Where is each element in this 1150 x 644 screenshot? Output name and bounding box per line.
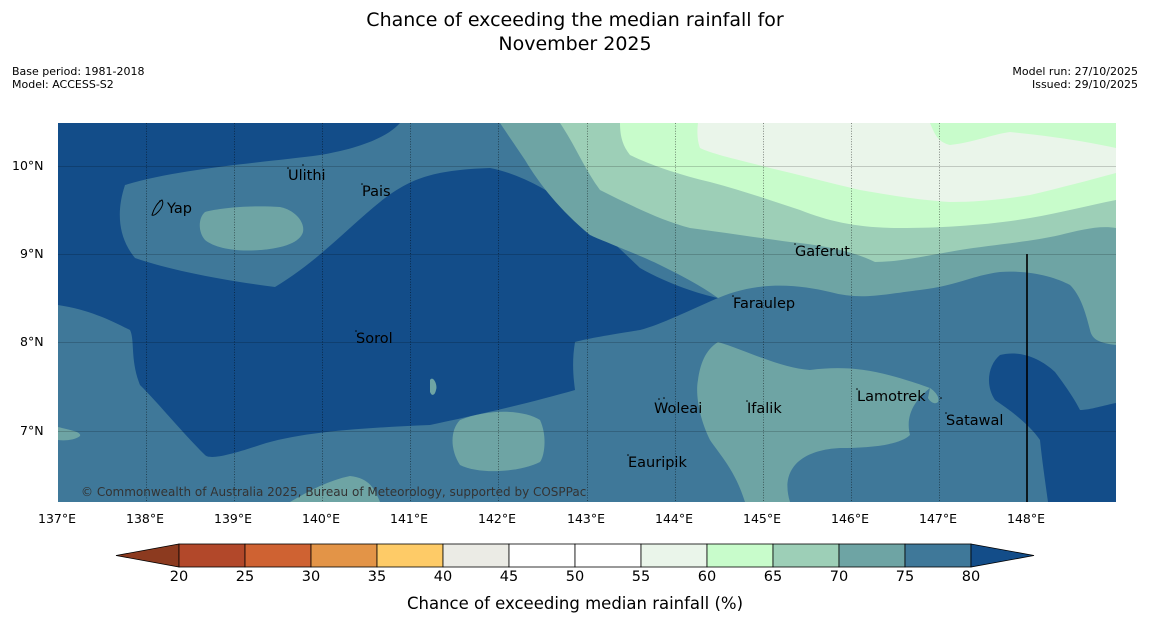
colorbar-swatch-25-30 [244, 543, 312, 568]
colorbar-swatch-70-75 [838, 543, 906, 568]
colorbar-swatch-45-50 [508, 543, 576, 568]
lon-label-145: 145°E [743, 511, 782, 526]
place-labels: Yap Ulithi Pais Gaferut Faraulep Sorol L… [159, 164, 1003, 471]
colorbar-swatch-50-55 [574, 543, 642, 568]
latitude-grid [58, 166, 1116, 432]
colorbar-tick-70: 70 [829, 569, 849, 585]
lon-label-147: 147°E [919, 511, 958, 526]
copyright-text: © Commonwealth of Australia 2025, Bureau… [81, 485, 586, 499]
colorbar-swatch-35-40 [376, 543, 444, 568]
lat-label-9: 9°N [20, 246, 44, 261]
longitude-grid [146, 123, 940, 502]
map-title-line-2: November 2025 [498, 33, 652, 55]
colorbar-swatch-55-60 [640, 543, 708, 568]
place-eauripik: Eauripik [628, 455, 687, 471]
colorbar-tick-35: 35 [367, 569, 387, 585]
colorbar-swatch-30-35 [310, 543, 378, 568]
band-80-west [58, 123, 718, 457]
band-70-75-central [697, 342, 930, 502]
band-70-75-yap [199, 206, 304, 251]
place-woleai: Woleai [654, 401, 702, 417]
colorbar-tick-50: 50 [565, 569, 585, 585]
colorbar-tick-75: 75 [895, 569, 915, 585]
band-80-east [988, 353, 1116, 502]
colorbar-title: Chance of exceeding median rainfall (%) [406, 594, 744, 613]
lat-label-7: 7°N [20, 423, 44, 438]
colorbar-low-extension [115, 543, 180, 568]
lon-label-146: 146°E [831, 511, 870, 526]
model-run-text: Model run: 27/10/2025 [1012, 65, 1138, 78]
band-55-60 [697, 123, 1116, 202]
band-70-75-south [452, 411, 545, 472]
colorbar-tick-65: 65 [763, 569, 783, 585]
band-70-75-small [430, 378, 437, 395]
place-lamotrek: Lamotrek [857, 389, 926, 405]
map-title-line-1: Chance of exceeding the median rainfall … [366, 9, 784, 31]
lon-label-144: 144°E [655, 511, 694, 526]
band-70-75-lamotrek [928, 388, 939, 404]
place-satawal: Satawal [946, 413, 1003, 429]
lon-label-148: 148°E [1007, 511, 1046, 526]
place-ifalik: Ifalik [747, 401, 782, 417]
colorbar-tick-40: 40 [433, 569, 453, 585]
colorbar-tick-45: 45 [499, 569, 519, 585]
lon-label-140: 140°E [302, 511, 341, 526]
colorbar-high-extension [970, 543, 1035, 568]
lat-label-10: 10°N [12, 158, 44, 173]
issued-text: Issued: 29/10/2025 [1031, 78, 1138, 91]
lon-label-143: 143°E [567, 511, 606, 526]
colorbar-tick-30: 30 [301, 569, 321, 585]
lon-label-137: 137°E [38, 511, 77, 526]
colorbar-tick-60: 60 [697, 569, 717, 585]
place-pais: Pais [362, 184, 391, 200]
colorbar-tick-20: 20 [169, 569, 189, 585]
lon-label-142: 142°E [478, 511, 517, 526]
colorbar-tick-80: 80 [961, 569, 981, 585]
base-period-text: Base period: 1981-2018 [12, 65, 145, 78]
band-70-75-bottom [290, 476, 380, 502]
place-faraulep: Faraulep [733, 296, 795, 312]
colorbar [115, 543, 1035, 568]
colorbar-swatch-65-70 [772, 543, 840, 568]
lon-label-139: 139°E [214, 511, 253, 526]
yap-island-icon [151, 199, 164, 216]
colorbar-swatch-75-80 [904, 543, 972, 568]
place-sorol: Sorol [356, 331, 393, 347]
colorbar-tick-25: 25 [235, 569, 255, 585]
lon-label-141: 141°E [390, 511, 429, 526]
lat-label-8: 8°N [20, 334, 44, 349]
band-70-75-west-edge [58, 427, 81, 441]
colorbar-swatch-20-25 [178, 543, 246, 568]
colorbar-tick-55: 55 [631, 569, 651, 585]
colorbar-swatch-40-45 [442, 543, 510, 568]
model-text: Model: ACCESS-S2 [12, 78, 114, 91]
lon-label-138: 138°E [126, 511, 165, 526]
colorbar-swatch-60-65 [706, 543, 774, 568]
place-gaferut: Gaferut [795, 244, 850, 260]
place-yap: Yap [166, 201, 192, 217]
place-ulithi: Ulithi [288, 168, 326, 184]
